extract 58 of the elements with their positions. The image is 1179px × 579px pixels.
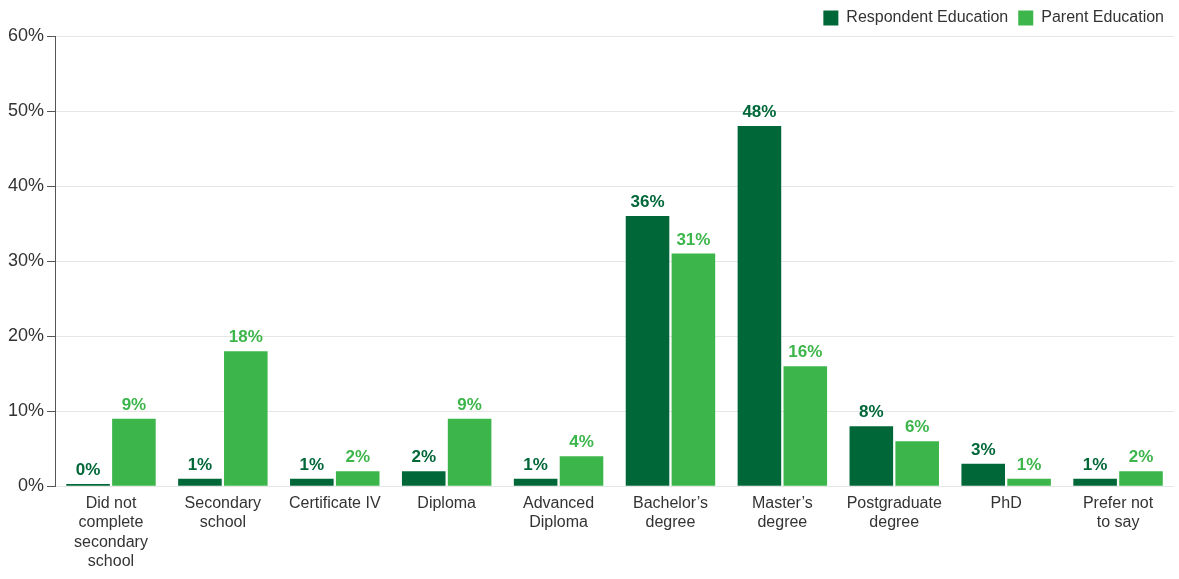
y-tick-label: 0% bbox=[18, 475, 45, 496]
bar bbox=[1119, 471, 1163, 486]
data-label: 1% bbox=[187, 454, 213, 474]
data-label: 9% bbox=[121, 394, 147, 414]
bar bbox=[559, 456, 604, 486]
data-label: 6% bbox=[904, 417, 930, 437]
bar bbox=[513, 478, 558, 486]
legend-label: Parent Education bbox=[1041, 8, 1164, 26]
y-tick-label: 60% bbox=[8, 24, 45, 45]
data-label: 2% bbox=[411, 447, 437, 467]
bar bbox=[401, 471, 446, 486]
x-tick-label: Master’s degree bbox=[751, 494, 813, 531]
bar bbox=[671, 253, 716, 486]
bar bbox=[1073, 478, 1117, 486]
data-label: 4% bbox=[569, 432, 594, 452]
data-label: 8% bbox=[859, 402, 884, 422]
data-label: 1% bbox=[1082, 454, 1108, 474]
x-tick-label: PhD bbox=[990, 494, 1022, 512]
bar bbox=[961, 463, 1006, 486]
bar bbox=[737, 126, 782, 486]
y-tick-label: 20% bbox=[8, 325, 45, 346]
x-tick-label: Certificate IV bbox=[288, 494, 381, 512]
data-label: 0% bbox=[75, 460, 101, 480]
bar bbox=[224, 351, 268, 486]
bar bbox=[290, 478, 334, 486]
x-tick-label: Secondary school bbox=[184, 494, 262, 531]
x-tick-label: Bachelor’s degree bbox=[632, 494, 708, 531]
data-label: 36% bbox=[630, 192, 665, 212]
x-tick-label: Diploma bbox=[417, 494, 477, 512]
bar bbox=[178, 478, 222, 486]
data-label: 2% bbox=[1128, 447, 1154, 467]
data-label: 1% bbox=[1016, 454, 1042, 474]
data-label: 3% bbox=[970, 439, 996, 459]
x-tick-label: Advanced Diploma bbox=[522, 494, 595, 531]
data-label: 18% bbox=[228, 327, 263, 347]
data-label: 2% bbox=[345, 447, 370, 467]
bar bbox=[895, 441, 939, 486]
bar bbox=[783, 366, 828, 486]
y-tick-label: 40% bbox=[8, 175, 45, 196]
y-tick-label: 10% bbox=[8, 400, 45, 421]
data-label: 1% bbox=[299, 454, 325, 474]
bar bbox=[1007, 478, 1051, 486]
y-tick-label: 30% bbox=[8, 250, 45, 271]
x-tick-label: Did not complete secondary school bbox=[74, 494, 148, 569]
bar bbox=[335, 471, 380, 486]
data-label: 48% bbox=[742, 102, 777, 122]
x-tick-label: Prefer not to say bbox=[1082, 494, 1154, 531]
bar bbox=[625, 216, 670, 486]
bar bbox=[849, 426, 894, 486]
bar bbox=[447, 418, 492, 486]
data-label: 1% bbox=[523, 454, 548, 474]
data-label: 31% bbox=[676, 229, 711, 249]
bar bbox=[112, 418, 156, 486]
data-label: 9% bbox=[457, 394, 482, 414]
data-label: 16% bbox=[788, 342, 823, 362]
y-tick-label: 50% bbox=[8, 100, 45, 120]
legend-label: Respondent Education bbox=[846, 8, 1009, 26]
x-tick-label: Postgraduate degree bbox=[846, 494, 942, 531]
